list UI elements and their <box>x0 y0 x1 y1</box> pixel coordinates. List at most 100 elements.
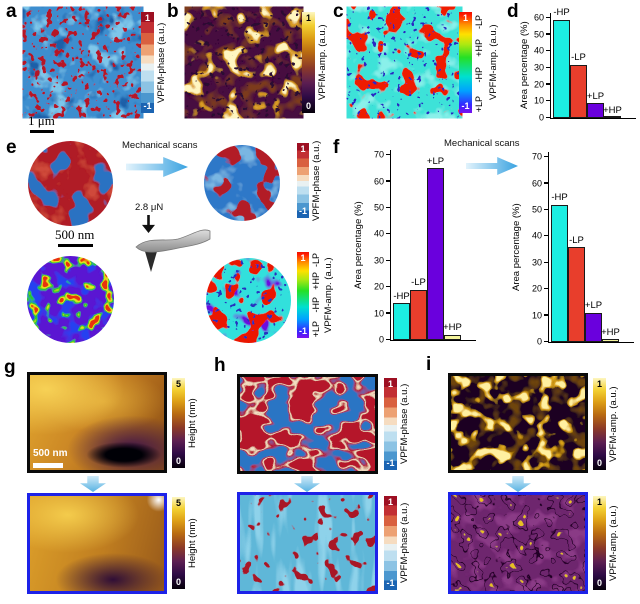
panel-d-label: d <box>507 1 519 22</box>
bar-+HP <box>602 339 619 342</box>
zone-minus-lp: -LP <box>311 252 321 267</box>
height-map-before <box>27 372 167 473</box>
y-tick <box>546 116 551 118</box>
scalebar-a-text: 1 μm <box>28 113 55 128</box>
vpfm-amp-map-b <box>190 12 298 113</box>
phase-circle-after <box>204 145 280 221</box>
y-tick-label: 70 <box>373 149 384 160</box>
right-arrow-icon-e <box>126 157 188 177</box>
force-label: 2.8 μN <box>135 202 164 213</box>
y-tick-label: 50 <box>531 204 542 215</box>
y-tick-label: 20 <box>373 281 384 292</box>
zone-minus-hp: -HP <box>474 67 484 83</box>
colorbar-h-bottom-min: -1 <box>386 578 395 588</box>
colorbar-i-bottom: 1 0 <box>593 496 606 590</box>
down-arrow-icon-i <box>505 476 531 492</box>
y-tick <box>544 208 549 211</box>
bar--LP <box>570 64 587 118</box>
zone-plus-hp: +HP <box>474 38 484 57</box>
colorbar-e-amp-min: -1 <box>298 326 307 336</box>
bar-+LP <box>587 103 604 118</box>
y-tick-label: 50 <box>533 29 544 40</box>
colorbar-b-label: VPFM-amp. (a.u.) <box>317 24 328 101</box>
chart-f-after-ylabel: Area percentage (%) <box>511 203 522 291</box>
colorbar-e-phase-label: VPFM-phase (a.u.) <box>311 140 322 221</box>
colorbar-h-top-min: -1 <box>386 458 395 468</box>
y-tick <box>386 206 391 209</box>
bar-label: +HP <box>601 326 620 338</box>
y-tick-label: 30 <box>533 62 544 73</box>
colorbar-e-amp: 1 -1 <box>297 252 309 338</box>
bar-label: +LP <box>584 300 603 312</box>
chart-f-before-ylabel: Area percentage (%) <box>353 201 364 289</box>
colorbar-c: 1 -1 <box>459 12 472 113</box>
y-tick-label: 30 <box>531 257 542 268</box>
colorbar-a: 1 -1 <box>141 12 154 113</box>
bar-label: +LP <box>426 155 445 167</box>
height-map-after <box>27 493 167 594</box>
y-tick-label: 20 <box>533 79 544 90</box>
bar-label: +HP <box>603 104 622 116</box>
y-tick-label: 10 <box>373 308 384 319</box>
vpfm-amp-map-i-before <box>448 373 588 473</box>
colorbar-e-amp-label: VPFM-amp. (a.u.) <box>323 257 334 333</box>
panel-h-label: h <box>214 355 226 376</box>
panel-g-label: g <box>4 357 16 378</box>
colorbar-i-bottom-label: VPFM-amp. (a.u.) <box>608 505 619 581</box>
zone-plus-hp: +HP <box>311 272 321 290</box>
colorbar-h-top: 1 -1 <box>384 378 397 470</box>
colorbar-i-top-label: VPFM-amp. (a.u.) <box>608 386 619 462</box>
y-tick <box>544 182 549 184</box>
y-tick <box>546 50 551 52</box>
colorbar-g-bottom: 5 0 <box>172 497 185 589</box>
colorbar-a-label: VPFM-phase (a.u.) <box>156 22 167 103</box>
colorbar-b-min: 0 <box>305 101 311 111</box>
bar--HP <box>393 303 410 340</box>
y-tick-label: 10 <box>533 95 544 106</box>
down-arrow-icon-h <box>294 476 320 492</box>
afm-cantilever <box>135 229 211 272</box>
zone-plus-lp: +LP <box>311 320 321 338</box>
bar-label: +HP <box>443 322 462 334</box>
y-tick <box>386 312 391 314</box>
zone-minus-lp: -LP <box>474 15 484 30</box>
chart-f-before: 0 10 20 30 40 50 60 70 -HP -LP +LP +HP <box>374 150 476 344</box>
colorbar-c-label: VPFM-amp. (a.u.) <box>488 24 499 101</box>
scalebar-a <box>30 130 54 133</box>
bar--HP <box>551 204 568 342</box>
bar-+LP <box>427 168 444 340</box>
panel-f-label: f <box>333 137 340 158</box>
colorbar-i-top-min: 0 <box>596 458 602 468</box>
amp-circle-before <box>27 256 114 343</box>
colorbar-h-bottom-label: VPFM-phase (a.u.) <box>399 502 410 584</box>
colorbar-g-top-min: 0 <box>175 456 181 466</box>
scalebar-e-text: 500 nm <box>55 227 95 242</box>
colorbar-e-amp-zones: +LP -HP +HP -LP <box>311 252 323 338</box>
y-tick <box>386 154 391 156</box>
y-tick-label: 40 <box>533 45 544 56</box>
mechanical-scans-label-e: Mechanical scans <box>122 140 198 151</box>
chart-d-ylabel: Area percentage (%) <box>519 21 530 110</box>
down-arrow-icon-g <box>80 476 106 492</box>
bar-label: -HP <box>553 7 570 19</box>
colorbar-e-amp-max: 1 <box>300 253 306 263</box>
bar-+HP <box>444 334 461 340</box>
y-tick <box>546 33 551 35</box>
y-tick <box>544 340 549 342</box>
panel-b-label: b <box>167 1 179 22</box>
colorbar-i-top-max: 1 <box>596 379 602 389</box>
y-tick-label: 10 <box>531 310 542 321</box>
y-tick-label: 60 <box>373 176 384 187</box>
bar-+HP <box>604 116 621 118</box>
colorbar-h-top-max: 1 <box>387 379 393 389</box>
zone-minus-hp: -HP <box>311 296 321 313</box>
chart-d: 0 10 20 30 40 50 60 -HP -LP +LP +HP <box>534 8 636 122</box>
colorbar-c-zones: +LP -HP +HP -LP <box>474 12 486 113</box>
colorbar-c-min: -1 <box>461 101 470 111</box>
y-tick-label: 0 <box>538 112 544 123</box>
y-tick-label: 60 <box>533 12 544 23</box>
colorbar-h-top-label: VPFM-phase (a.u.) <box>399 383 410 465</box>
bar-label: -LP <box>569 234 584 246</box>
zone-plus-lp: +LP <box>474 95 484 112</box>
panel-a-label: a <box>6 1 17 22</box>
